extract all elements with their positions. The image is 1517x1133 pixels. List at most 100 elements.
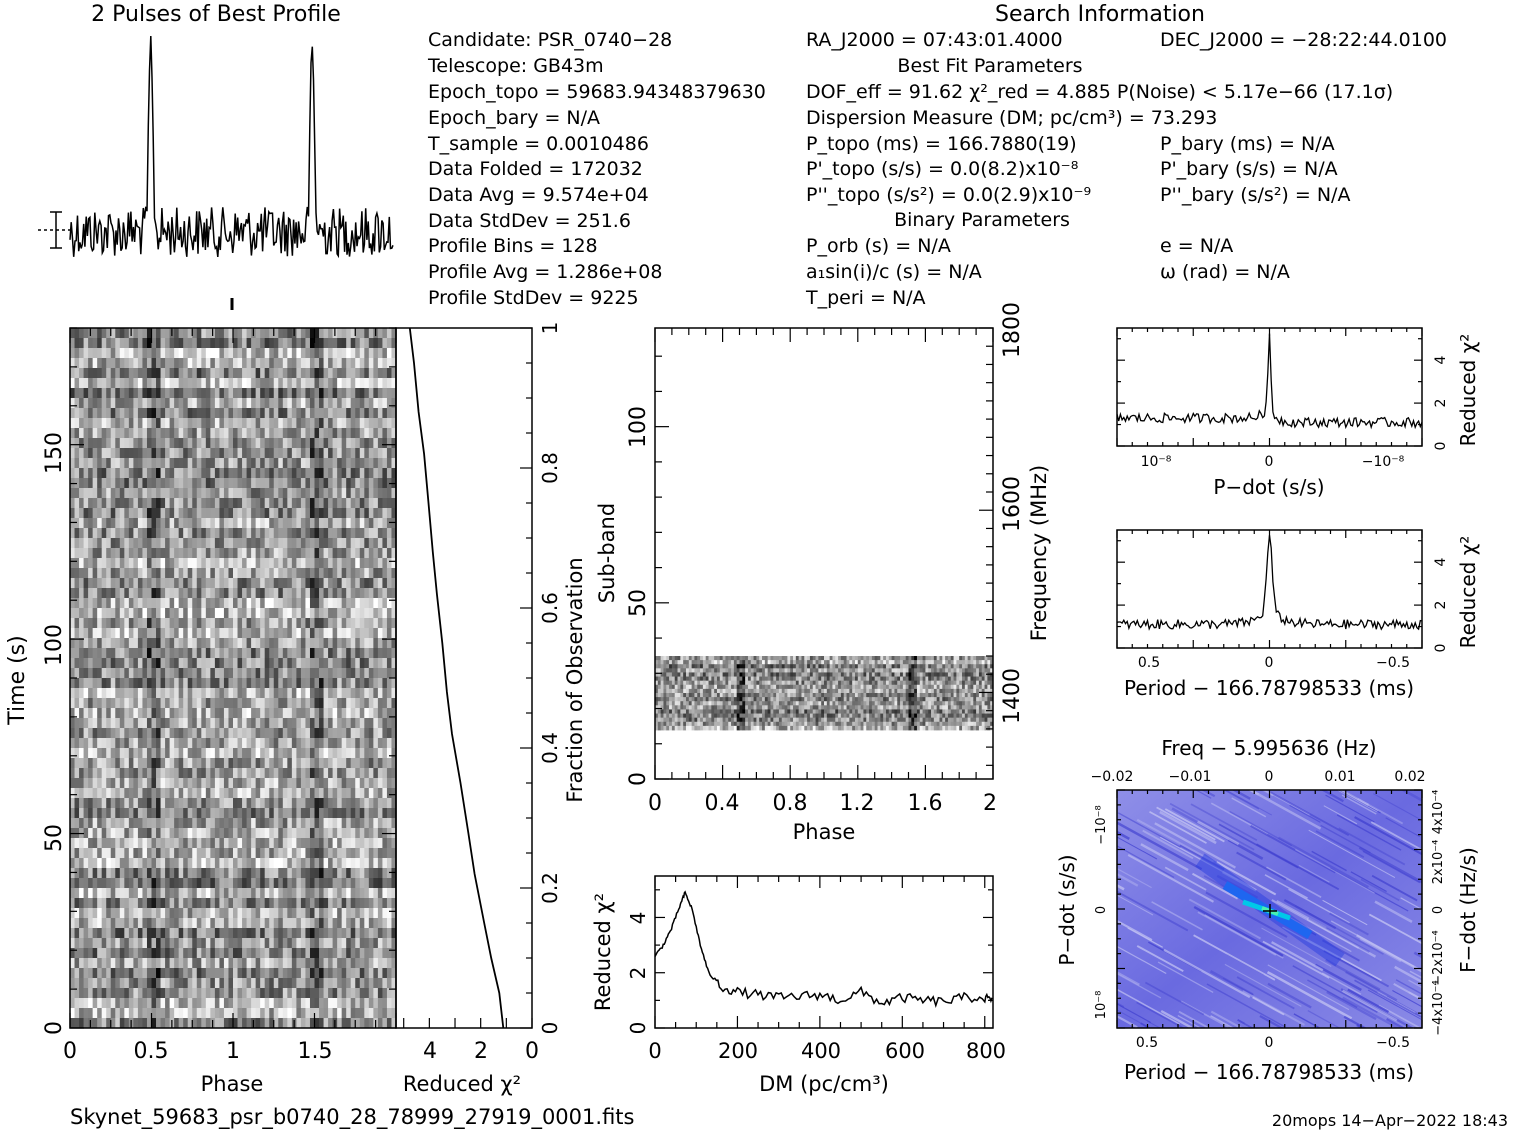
heatmap-cell	[377, 378, 383, 389]
heatmap-cell	[260, 688, 266, 699]
heatmap-cell	[156, 898, 161, 909]
heatmap-cell	[278, 948, 284, 959]
heatmap-cell	[79, 698, 84, 709]
heatmap-cell	[133, 468, 139, 479]
time-phase-heatmap	[70, 328, 397, 1029]
heatmap-cell	[156, 778, 161, 789]
heatmap-cell	[178, 598, 184, 609]
heatmap-cell	[133, 368, 139, 379]
heatmap-cell	[269, 338, 275, 349]
heatmap-cell	[160, 878, 166, 889]
heatmap-cell	[142, 678, 148, 689]
heatmap-cell	[269, 938, 275, 949]
heatmap-cell	[287, 568, 293, 579]
heatmap-cell	[79, 858, 84, 869]
heatmap-cell	[214, 328, 220, 339]
heatmap-cell	[273, 828, 279, 839]
heatmap-cell	[291, 998, 297, 1009]
info-epoch-topo: Epoch_topo = 59683.94348379630	[428, 81, 766, 103]
heatmap-cell	[328, 578, 334, 589]
heatmap-cell	[282, 618, 288, 629]
heatmap-cell	[101, 678, 107, 689]
heatmap-cell	[106, 368, 112, 379]
heatmap-cell	[233, 558, 238, 569]
heatmap-cell	[341, 418, 347, 429]
heatmap-cell	[214, 488, 220, 499]
heatmap-cell	[328, 808, 334, 819]
heatmap-cell	[151, 988, 157, 999]
heatmap-cell	[210, 538, 216, 549]
heatmap-cell	[88, 618, 94, 629]
heatmap-cell	[278, 928, 284, 939]
heatmap-cell	[74, 618, 80, 629]
heatmap-cell	[92, 528, 98, 539]
heatmap-cell	[278, 728, 284, 739]
heatmap-cell	[386, 858, 392, 869]
heatmap-cell	[165, 758, 171, 769]
heatmap-cell	[382, 638, 388, 649]
heatmap-cell	[350, 378, 356, 389]
heatmap-cell	[314, 888, 320, 899]
heatmap-cell	[88, 588, 94, 599]
heatmap-cell	[264, 598, 270, 609]
heatmap-cell	[319, 708, 324, 719]
heatmap-cell	[156, 378, 161, 389]
heatmap-cell	[359, 548, 365, 559]
heatmap-cell	[74, 848, 80, 859]
heatmap-cell	[142, 598, 148, 609]
heatmap-cell	[97, 658, 103, 669]
heatmap-cell	[187, 988, 193, 999]
heatmap-cell	[391, 428, 397, 439]
heatmap-cell	[201, 648, 207, 659]
heatmap-cell	[142, 798, 148, 809]
heatmap-cell	[142, 698, 148, 709]
heatmap-cell	[291, 558, 297, 569]
heatmap-cell	[282, 798, 288, 809]
heatmap-cell	[97, 678, 103, 689]
heatmap-cell	[269, 508, 275, 519]
heatmap-cell	[115, 828, 121, 839]
heatmap-cell	[391, 788, 397, 799]
heatmap-cell	[237, 358, 243, 369]
heatmap-cell	[364, 628, 370, 639]
heatmap-cell	[119, 788, 125, 799]
heatmap-cell	[196, 968, 202, 979]
heatmap-cell	[300, 708, 306, 719]
heatmap-cell	[228, 448, 234, 459]
heatmap-cell	[128, 618, 134, 629]
heatmap-cell	[368, 668, 374, 679]
heatmap-cell	[319, 528, 324, 539]
heatmap-cell	[110, 528, 116, 539]
heatmap-cell	[350, 638, 356, 649]
heatmap-cell	[214, 768, 220, 779]
heatmap-cell	[169, 398, 175, 409]
heatmap-cell	[101, 558, 107, 569]
heatmap-cell	[391, 998, 397, 1009]
heatmap-cell	[359, 848, 365, 859]
heatmap-cell	[74, 628, 80, 639]
heatmap-cell	[291, 548, 297, 559]
heatmap-cell	[201, 1008, 207, 1019]
heatmap-cell	[368, 988, 374, 999]
heatmap-cell	[309, 548, 315, 559]
heatmap-cell	[160, 618, 166, 629]
heatmap-cell	[92, 718, 98, 729]
heatmap-cell	[246, 648, 252, 659]
heatmap-cell	[337, 928, 343, 939]
info-pd-topo: P'_topo (s/s) = 0.0(8.2)x10⁻⁸	[806, 158, 1078, 180]
heatmap-cell	[251, 408, 257, 419]
heatmap-cell	[364, 358, 370, 369]
heatmap-cell	[314, 988, 320, 999]
heatmap-cell	[287, 968, 293, 979]
heatmap-cell	[183, 898, 189, 909]
heatmap-cell	[373, 438, 379, 449]
heatmap-cell	[183, 458, 189, 469]
heatmap-cell	[260, 998, 266, 1009]
heatmap-cell	[269, 678, 275, 689]
heatmap-cell	[251, 938, 257, 949]
heatmap-cell	[233, 688, 238, 699]
heatmap-cell	[260, 408, 266, 419]
heatmap-cell	[305, 588, 311, 599]
heatmap-cell	[373, 998, 379, 1009]
heatmap-cell	[237, 688, 243, 699]
